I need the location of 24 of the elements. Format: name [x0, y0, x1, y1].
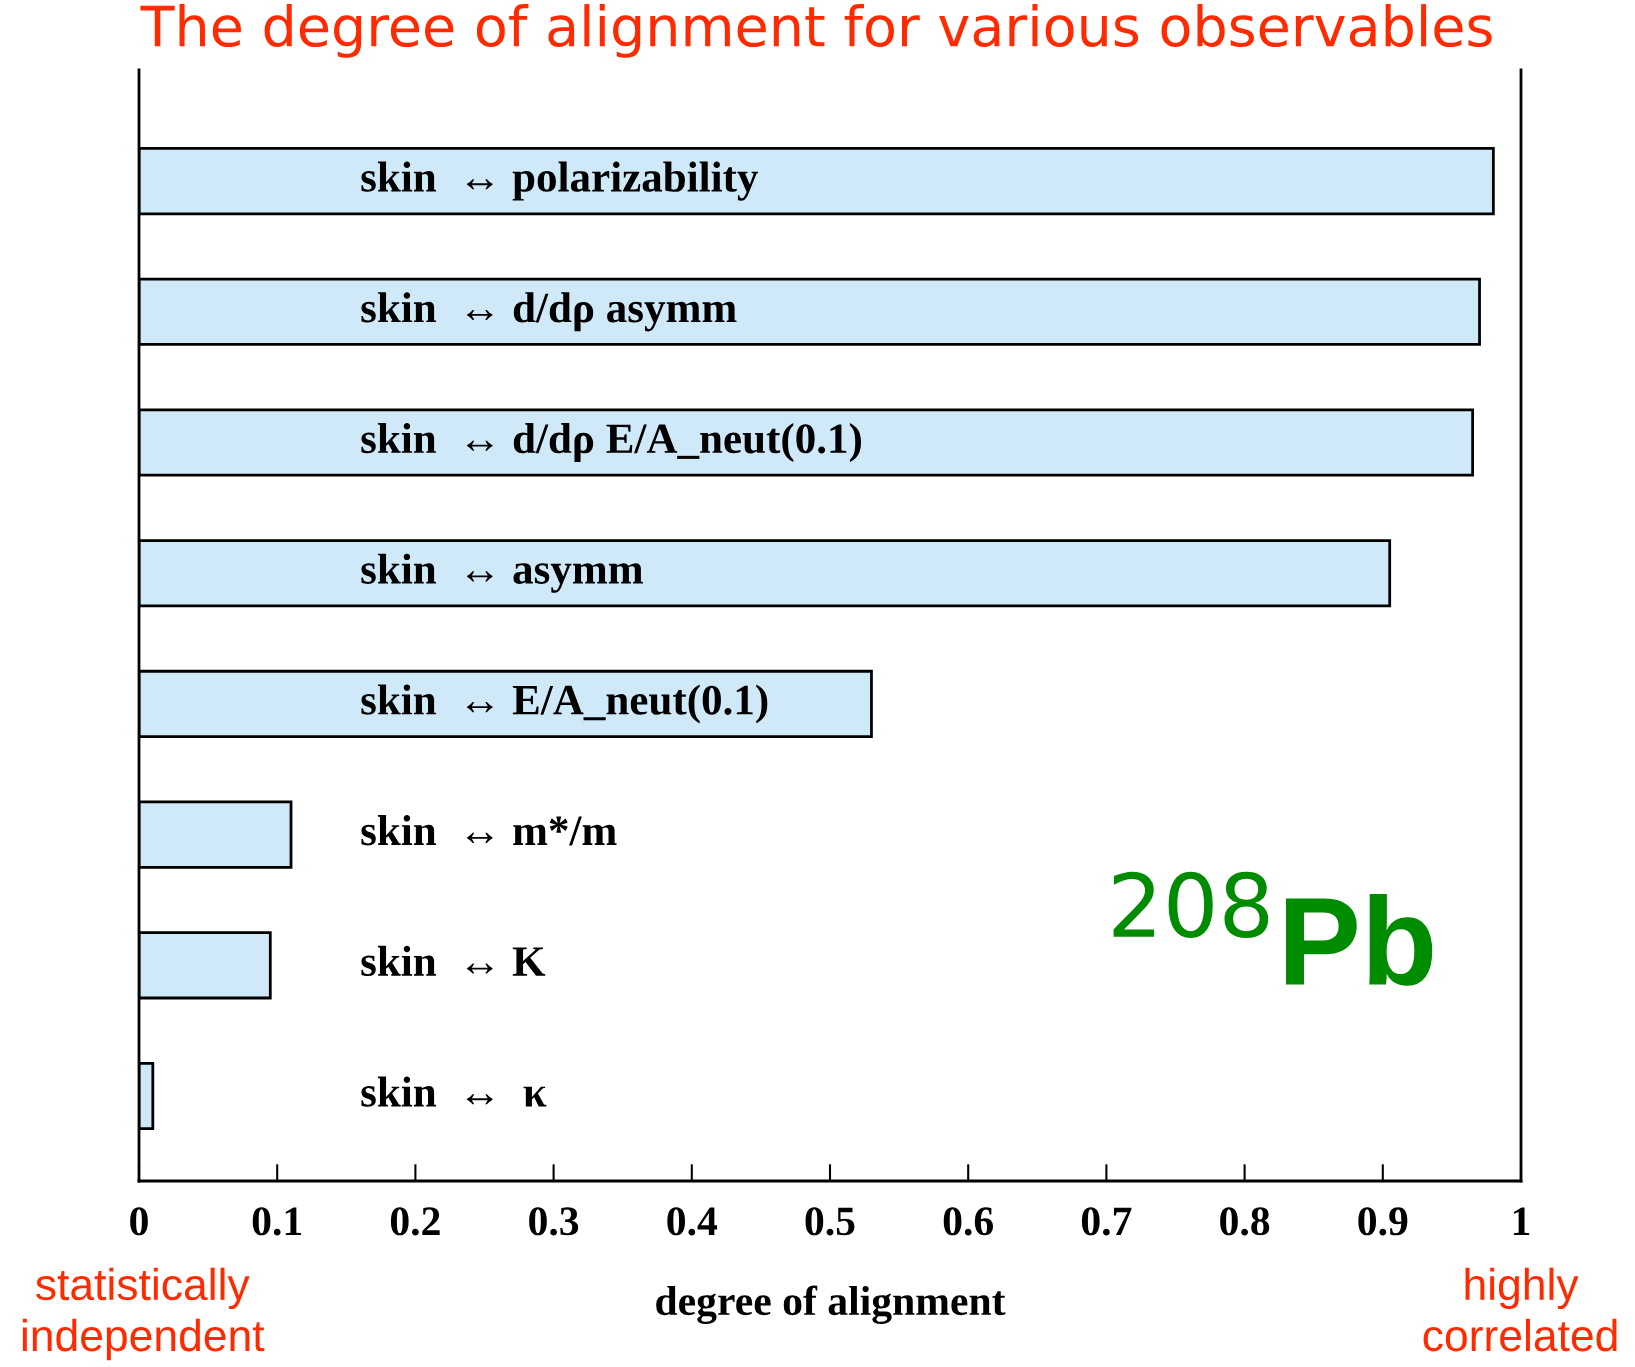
x-tick-label: 0.6	[943, 1207, 994, 1236]
y-tick-label: skin ↔ m*/m	[361, 815, 617, 846]
annotation: $^{208}$Pb	[1113, 871, 1433, 986]
y-tick-label: skin ↔ κ	[361, 1076, 547, 1107]
x-tick-label: 0.8	[1220, 1207, 1270, 1236]
x-tick-label: 0.4	[667, 1207, 718, 1236]
x-tick-label: 0	[130, 1207, 148, 1236]
y-tick-label: skin ↔ polarizability	[361, 161, 759, 201]
y-tick-label: skin ↔ K	[361, 945, 546, 977]
x-tick-label: 0.2	[390, 1207, 440, 1236]
y-tick-label: skin ↔ d/dρ asymm	[361, 292, 737, 332]
y-tick-label: skin ↔ d/dρ E/A_neut(0.1)	[361, 422, 861, 463]
x-tick-label: 0.5	[805, 1207, 855, 1236]
y-tick-label: skin ↔ E/A_neut(0.1)	[361, 684, 768, 724]
chart-title: The degree of alignment for various observables	[140, 4, 1492, 58]
text: highly correlated	[1423, 1267, 1617, 1352]
text: statistically independent	[22, 1267, 265, 1361]
x-tick-label: 0.3	[529, 1207, 579, 1236]
y-tick-label: skin ↔ asymm	[361, 553, 643, 593]
x-tick-label: 0.9	[1358, 1207, 1408, 1236]
x-tick-label: 0.1	[252, 1207, 302, 1236]
x-tick-label: 0.7	[1081, 1207, 1132, 1236]
x-tick-label: 1	[1513, 1207, 1530, 1235]
x-axis-title: degree of alignment	[656, 1285, 1006, 1324]
